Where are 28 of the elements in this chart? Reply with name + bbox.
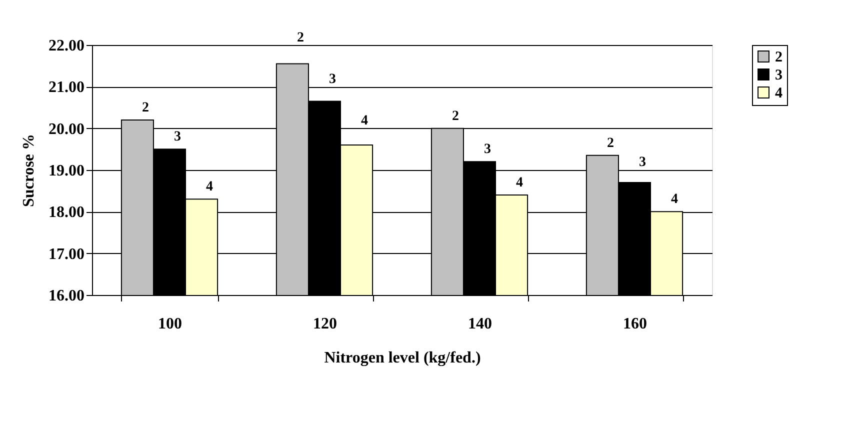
text: 2	[142, 100, 149, 116]
y-tick-label: 22.00	[48, 38, 84, 54]
y-tick-label: 18.00	[48, 204, 84, 222]
legend-label: 3	[775, 68, 782, 84]
y-tick-label: 20.00	[48, 120, 84, 138]
y-tick-label: 19.00	[48, 162, 84, 180]
y-tick-label: 16.00	[48, 288, 84, 304]
text: 3	[639, 155, 646, 170]
text: 3	[174, 130, 181, 145]
x-tick-label: 160	[623, 316, 647, 332]
y-tick-label: 21.00	[48, 79, 84, 96]
text: 4	[516, 176, 524, 190]
y-tick-label: 17.00	[48, 246, 84, 263]
legend-label: 2	[775, 50, 782, 66]
text: 4	[671, 192, 678, 208]
text: 3	[484, 142, 491, 158]
x-axis-title: Nitrogen level (kg/fed.)	[324, 350, 481, 366]
text: 4	[206, 180, 214, 195]
x-tick-label: 140	[468, 316, 492, 332]
text: 2	[606, 136, 614, 151]
text: 3	[329, 72, 336, 87]
legend-label: 4	[775, 86, 783, 102]
text: 2	[296, 30, 304, 46]
y-axis-title: Sucrose %	[20, 134, 38, 208]
x-tick-label: 100	[158, 316, 182, 332]
text: 4	[361, 114, 368, 128]
x-tick-label: 120	[313, 316, 337, 332]
text: 2	[452, 108, 459, 124]
